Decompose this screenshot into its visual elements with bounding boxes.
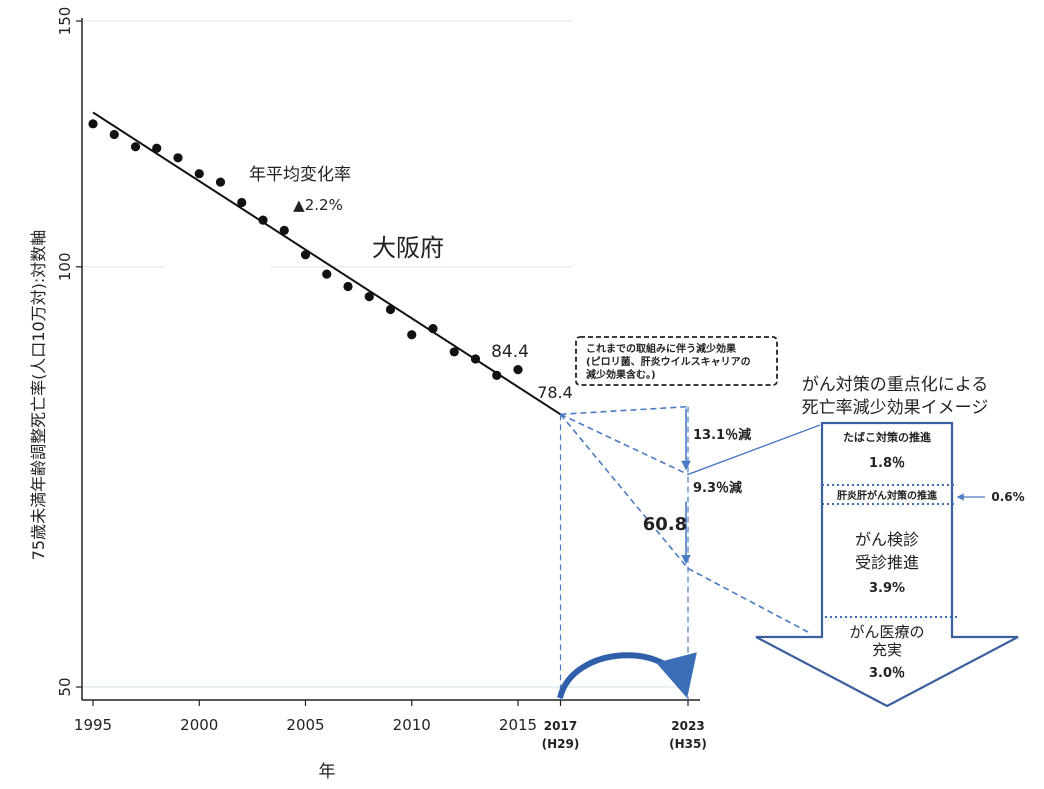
data-point xyxy=(322,269,332,279)
segment-3-value: 3.9% xyxy=(869,581,905,596)
y-tick-label: 150 xyxy=(56,7,74,36)
segment-2-label: 肝炎肝がん対策の推進 xyxy=(837,489,938,502)
y-tick-label: 50 xyxy=(56,677,74,696)
reduction-2-label: 9.3％減 xyxy=(693,480,742,496)
x-axis-label: 年 xyxy=(319,762,336,782)
data-point xyxy=(130,142,141,152)
data-point xyxy=(194,169,204,179)
data-point xyxy=(300,250,311,260)
note-line-3: 減少効果含む。) xyxy=(586,368,656,381)
period-arc-arrow xyxy=(557,652,697,699)
data-point xyxy=(343,281,353,292)
y-axis-label: 75歳未満年齢調整死亡率(人口10万対):対数軸 xyxy=(29,230,48,561)
last-value-label: 84.4 xyxy=(491,342,529,362)
segment-1-value: 1.8％ xyxy=(869,456,905,471)
trend-line xyxy=(92,111,562,416)
data-point xyxy=(449,347,459,357)
data-point xyxy=(470,354,481,364)
segment-4-label-2: 充実 xyxy=(872,641,902,659)
note-line-1: これまでの取組みに伴う減少効果 xyxy=(586,342,737,355)
data-point xyxy=(173,153,183,163)
reduction-1-label: 13.1％減 xyxy=(693,427,751,443)
data-point xyxy=(215,177,226,187)
data-point xyxy=(407,330,417,340)
region-label: 大阪府 xyxy=(372,234,444,262)
data-point xyxy=(513,365,523,375)
x-tick-label: 2010 xyxy=(393,716,431,734)
projection-pointer-line xyxy=(687,424,821,476)
x-ticks: 1995 2000 2005 2010 2015 2017 (H29) 2023 (H35) xyxy=(74,700,707,751)
start-value-label: 78.4 xyxy=(537,383,573,402)
data-point xyxy=(109,129,119,140)
y-ticks: 50 100 150 xyxy=(56,7,82,697)
x-tick-sublabel: (H29) xyxy=(542,737,580,751)
data-point xyxy=(88,119,98,129)
note-box xyxy=(575,336,778,386)
projection-lines xyxy=(559,405,821,700)
x-tick-label: 2015 xyxy=(499,716,537,734)
x-tick-label: 1995 xyxy=(74,716,112,734)
rate-value: ▲2.2% xyxy=(293,196,343,214)
rate-label: 年平均変化率 xyxy=(249,165,351,185)
data-point xyxy=(492,370,502,380)
data-point xyxy=(364,292,374,302)
data-point xyxy=(152,143,162,153)
arrow-title-1: がん対策の重点化による xyxy=(802,375,989,395)
segment-3-label-2: 受診推進 xyxy=(855,553,919,572)
x-tick-label: 2023 xyxy=(671,719,704,733)
projection-target-line xyxy=(559,413,689,569)
x-tick-label: 2005 xyxy=(286,716,324,734)
data-point xyxy=(385,304,396,315)
x-tick-label: 2000 xyxy=(180,716,218,734)
data-point xyxy=(428,324,438,334)
note-line-2: (ピロリ菌、肝炎ウイルスキャリアの xyxy=(586,355,751,368)
projection-trend-line xyxy=(560,413,689,476)
target-value-label: 60.8 xyxy=(643,514,687,535)
x-tick-sublabel: (H35) xyxy=(669,737,707,751)
segment-1-label: たばこ対策の推進 xyxy=(843,430,932,444)
data-points xyxy=(88,119,523,380)
data-point xyxy=(279,225,289,235)
data-point xyxy=(237,197,247,208)
arrow-title-2: 死亡率減少効果イメージ xyxy=(802,398,989,418)
projection-extension-line xyxy=(687,567,809,633)
reduction-arrow-shape xyxy=(755,421,1019,708)
segment-4-value: 3.0％ xyxy=(869,666,905,681)
segment-3-label-1: がん検診 xyxy=(855,530,919,549)
data-point xyxy=(258,215,268,225)
projection-upper-line xyxy=(560,405,689,416)
segment-4-label-1: がん医療の xyxy=(849,623,924,641)
x-tick-label: 2017 xyxy=(544,719,577,733)
y-tick-label: 100 xyxy=(56,252,74,281)
segment-2-value: 0.6% xyxy=(991,490,1024,504)
